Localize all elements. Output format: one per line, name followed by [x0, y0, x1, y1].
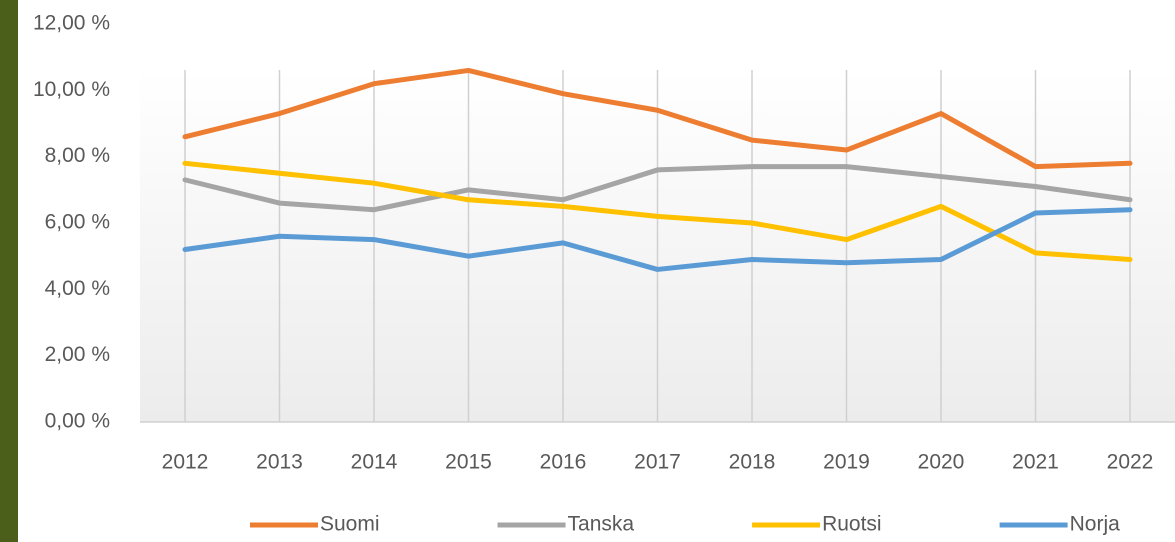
series-line [182, 160, 1133, 262]
series-line [182, 207, 1133, 272]
x-tick-label: 2021 [1012, 451, 1059, 474]
x-tick-label: 2018 [729, 451, 776, 474]
series-line [182, 67, 1133, 170]
x-tick-label: 2020 [918, 451, 965, 474]
y-tick-label: 2,00 % [45, 343, 110, 366]
x-tick-label: 2019 [823, 451, 870, 474]
x-tick-label: 2012 [162, 451, 209, 474]
x-tick-label: 2016 [540, 451, 587, 474]
y-tick-label: 10,00 % [33, 78, 110, 101]
y-tick-label: 8,00 % [45, 144, 110, 167]
legend-label: Ruotsi [822, 513, 882, 536]
legend-label: Suomi [320, 513, 380, 536]
legend-label: Tanska [568, 513, 635, 536]
x-tick-label: 2013 [256, 451, 303, 474]
y-tick-label: 4,00 % [45, 277, 110, 300]
x-tick-label: 2022 [1107, 451, 1154, 474]
x-tick-label: 2014 [351, 451, 398, 474]
y-tick-label: 12,00 % [33, 12, 110, 35]
y-tick-label: 0,00 % [45, 410, 110, 433]
legend-label: Norja [1070, 513, 1121, 536]
side-strip [0, 0, 18, 542]
x-tick-label: 2015 [445, 451, 492, 474]
series-line [182, 164, 1133, 213]
y-tick-label: 6,00 % [45, 211, 110, 234]
x-tick-label: 2017 [634, 451, 681, 474]
